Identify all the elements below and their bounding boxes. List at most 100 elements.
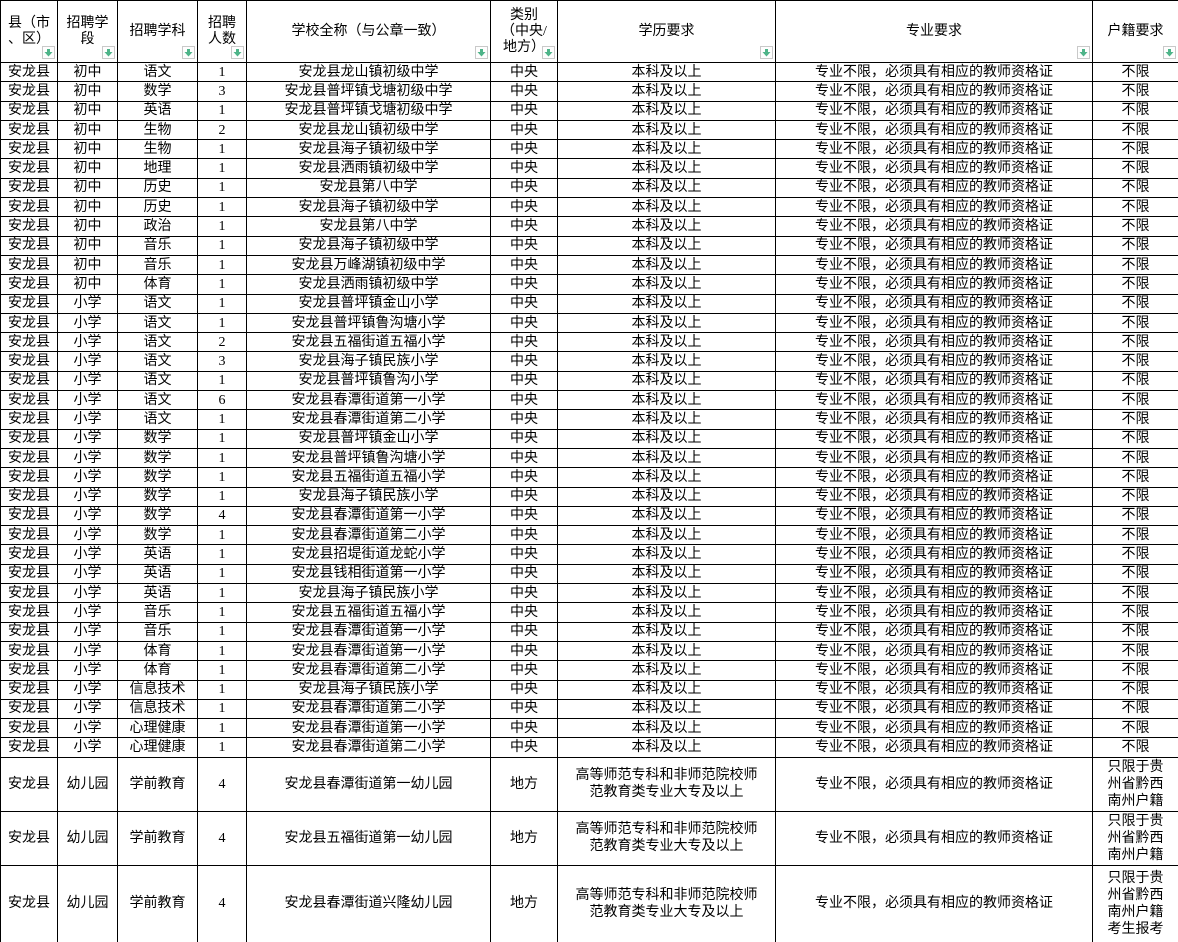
cell-category: 地方 <box>490 756 558 812</box>
cell-major: 专业不限，必须具有相应的教师资格证 <box>775 216 1093 237</box>
cell-edu: 本科及以上 <box>557 158 776 179</box>
cell-county: 安龙县 <box>0 505 58 527</box>
cell-num: 1 <box>197 216 247 237</box>
column-header-num: 招聘 人数 <box>197 0 247 63</box>
cell-edu: 本科及以上 <box>557 563 776 585</box>
cell-school: 安龙县洒雨镇初级中学 <box>246 274 491 295</box>
filter-dropdown-icon[interactable] <box>760 46 773 59</box>
cell-major: 专业不限，必须具有相应的教师资格证 <box>775 679 1093 700</box>
cell-edu: 本科及以上 <box>557 119 776 141</box>
cell-category: 地方 <box>490 810 558 866</box>
cell-hukou: 不限 <box>1092 698 1178 720</box>
cell-stage: 幼儿园 <box>57 864 118 942</box>
cell-stage: 小学 <box>57 390 118 411</box>
cell-subject: 音乐 <box>117 621 198 642</box>
cell-category: 中央 <box>490 544 558 565</box>
cell-hukou: 不限 <box>1092 197 1178 218</box>
cell-subject: 数学 <box>117 81 198 102</box>
cell-hukou: 不限 <box>1092 254 1178 276</box>
cell-major: 专业不限，必须具有相应的教师资格证 <box>775 583 1093 604</box>
cell-edu: 本科及以上 <box>557 235 776 256</box>
cell-num: 1 <box>197 447 247 469</box>
cell-major: 专业不限，必须具有相应的教师资格证 <box>775 467 1093 488</box>
filter-dropdown-icon[interactable] <box>42 46 55 59</box>
cell-subject: 数学 <box>117 505 198 527</box>
table-row: 安龙县 小学 语文 1 安龙县普坪镇鲁沟塘小学 中央 本科及以上 专业不限，必须具有相应的教师… <box>0 312 1178 334</box>
column-header-label: 类别 （中央/ 地方） <box>501 7 547 55</box>
cell-major: 专业不限，必须具有相应的教师资格证 <box>775 621 1093 642</box>
cell-num: 4 <box>197 810 247 866</box>
cell-school: 安龙县海子镇民族小学 <box>246 351 491 372</box>
filter-arrow-glyph <box>544 48 553 56</box>
filter-dropdown-icon[interactable] <box>182 46 195 59</box>
table-row: 安龙县 初中 政治 1 安龙县第八中学 中央 本科及以上 专业不限，必须具有相应的教师资格证不… <box>0 216 1178 237</box>
cell-major: 专业不限，必须具有相应的教师资格证 <box>775 525 1093 546</box>
filter-dropdown-icon[interactable] <box>475 46 488 59</box>
cell-county: 安龙县 <box>0 139 58 160</box>
cell-subject: 生物 <box>117 119 198 141</box>
cell-category: 中央 <box>490 197 558 218</box>
column-header-category: 类别 （中央/ 地方） <box>490 0 558 63</box>
cell-subject: 音乐 <box>117 602 198 623</box>
cell-school: 安龙县第八中学 <box>246 177 491 199</box>
table-row: 安龙县 小学 心理健康 1 安龙县春潭街道第二小学 中央 本科及以上 专业不限，必须具有相应的… <box>0 737 1178 758</box>
cell-major: 专业不限，必须具有相应的教师资格证 <box>775 235 1093 256</box>
table-row: 安龙县 小学 信息技术 1 安龙县海子镇民族小学 中央 本科及以上 专业不限，必须具有相应的教… <box>0 679 1178 700</box>
cell-hukou-text: 只限于贵州省黔西南州户籍 <box>1107 759 1164 809</box>
table-row: 安龙县 小学 数学 1 安龙县普坪镇鲁沟塘小学 中央 本科及以上 专业不限，必须具有相应的教师… <box>0 447 1178 469</box>
cell-num: 1 <box>197 640 247 662</box>
cell-school: 安龙县五福街道第一幼儿园 <box>246 810 491 866</box>
cell-num: 1 <box>197 583 247 604</box>
cell-major: 专业不限，必须具有相应的教师资格证 <box>775 177 1093 199</box>
table-row: 安龙县 小学 音乐 1 安龙县春潭街道第一小学 中央 本科及以上 专业不限，必须具有相应的教师… <box>0 621 1178 642</box>
cell-school: 安龙县洒雨镇初级中学 <box>246 158 491 179</box>
table-row: 安龙县 小学 语文 6 安龙县春潭街道第一小学 中央 本科及以上 专业不限，必须具有相应的教师… <box>0 390 1178 411</box>
filter-dropdown-icon[interactable] <box>542 46 555 59</box>
column-header-county: 县（市 、区） <box>0 0 58 63</box>
cell-category: 地方 <box>490 864 558 942</box>
cell-edu: 本科及以上 <box>557 467 776 488</box>
cell-hukou: 不限 <box>1092 467 1178 488</box>
cell-category: 中央 <box>490 332 558 353</box>
cell-subject: 英语 <box>117 583 198 604</box>
cell-stage: 小学 <box>57 621 118 642</box>
cell-county: 安龙县 <box>0 737 58 758</box>
cell-county: 安龙县 <box>0 621 58 642</box>
cell-num: 1 <box>197 544 247 565</box>
cell-category: 中央 <box>490 640 558 662</box>
table-row: 安龙县 小学 英语 1 安龙县海子镇民族小学 中央 本科及以上 专业不限，必须具有相应的教师资… <box>0 583 1178 604</box>
cell-hukou: 只限于贵州省黔西南州户籍 <box>1092 756 1178 812</box>
cell-school: 安龙县龙山镇初级中学 <box>246 61 491 83</box>
cell-edu: 本科及以上 <box>557 505 776 527</box>
cell-major: 专业不限，必须具有相应的教师资格证 <box>775 409 1093 430</box>
cell-county: 安龙县 <box>0 640 58 662</box>
table-row: 安龙县 小学 体育 1 安龙县春潭街道第二小学 中央 本科及以上 专业不限，必须具有相应的教师… <box>0 660 1178 681</box>
cell-edu: 本科及以上 <box>557 737 776 758</box>
filter-dropdown-icon[interactable] <box>102 46 115 59</box>
filter-dropdown-icon[interactable] <box>1077 46 1090 59</box>
filter-dropdown-icon[interactable] <box>1163 46 1176 59</box>
cell-major: 专业不限，必须具有相应的教师资格证 <box>775 544 1093 565</box>
cell-county: 安龙县 <box>0 679 58 700</box>
cell-edu: 本科及以上 <box>557 679 776 700</box>
cell-num: 1 <box>197 467 247 488</box>
table-row: 安龙县 小学 语文 2 安龙县五福街道五福小学 中央 本科及以上 专业不限，必须具有相应的教师… <box>0 332 1178 353</box>
cell-category: 中央 <box>490 621 558 642</box>
cell-category: 中央 <box>490 274 558 295</box>
cell-stage: 初中 <box>57 139 118 160</box>
cell-major: 专业不限，必须具有相应的教师资格证 <box>775 718 1093 739</box>
cell-hukou-text: 只限于贵州省黔西南州户籍 <box>1107 813 1164 863</box>
cell-major: 专业不限，必须具有相应的教师资格证 <box>775 274 1093 295</box>
cell-edu: 本科及以上 <box>557 660 776 681</box>
cell-major: 专业不限，必须具有相应的教师资格证 <box>775 864 1093 942</box>
cell-school: 安龙县春潭街道第一小学 <box>246 505 491 527</box>
cell-category: 中央 <box>490 486 558 507</box>
table-row: 安龙县 小学 数学 1 安龙县海子镇民族小学 中央 本科及以上 专业不限，必须具有相应的教师资… <box>0 486 1178 507</box>
cell-school: 安龙县春潭街道第二小学 <box>246 698 491 720</box>
cell-major: 专业不限，必须具有相应的教师资格证 <box>775 698 1093 720</box>
cell-subject: 数学 <box>117 447 198 469</box>
cell-stage: 小学 <box>57 370 118 392</box>
cell-subject: 体育 <box>117 640 198 662</box>
filter-dropdown-icon[interactable] <box>231 46 244 59</box>
filter-arrow-glyph <box>1165 48 1174 56</box>
